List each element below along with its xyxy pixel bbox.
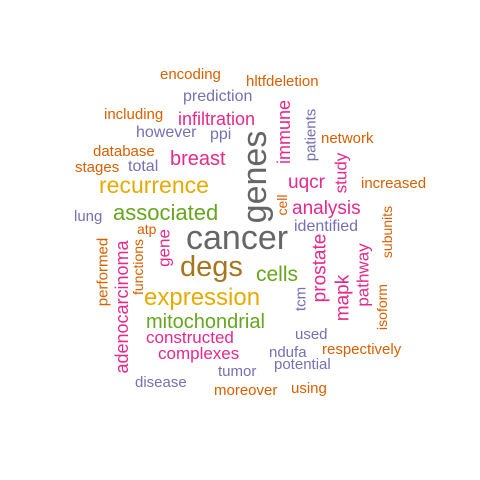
word-study: study: [331, 152, 351, 194]
word-tcm: tcm: [292, 286, 310, 312]
word-immune: immune: [274, 99, 294, 165]
word-breast: breast: [170, 148, 226, 170]
word-ndufa: ndufa: [269, 344, 307, 361]
word-encoding: encoding: [160, 66, 221, 83]
word-gene: gene: [154, 229, 174, 267]
word-expression: expression: [144, 284, 261, 311]
word-potential: potential: [274, 356, 331, 373]
word-total: total: [128, 158, 159, 175]
word-stages: stages: [75, 159, 120, 176]
word-mapk: mapk: [332, 274, 354, 322]
word-moreover: moreover: [214, 382, 278, 399]
word-constructed: constructed: [146, 328, 234, 347]
word-mitochondrial: mitochondrial: [146, 311, 265, 333]
word-including: including: [104, 106, 164, 123]
word-recurrence: recurrence: [99, 172, 209, 198]
word-used: used: [295, 326, 328, 343]
word-infiltration: infiltration: [178, 109, 256, 129]
word-prediction: prediction: [183, 88, 253, 105]
word-respectively: respectively: [322, 341, 402, 358]
word-prostate: prostate: [309, 233, 331, 303]
word-network: network: [321, 130, 374, 147]
word-hltfdeletion: hltfdeletion: [246, 73, 319, 90]
word-isoform: isoform: [374, 284, 390, 330]
word-functions: functions: [130, 238, 146, 296]
word-disease: disease: [135, 374, 187, 391]
word-analysis: analysis: [292, 198, 361, 219]
word-increased: increased: [361, 175, 427, 192]
word-subunits: subunits: [379, 205, 395, 259]
word-associated: associated: [113, 200, 219, 225]
word-pathway: pathway: [353, 243, 373, 307]
word-degs: degs: [180, 251, 243, 283]
word-patients: patients: [302, 108, 320, 162]
word-adenocarcinoma: adenocarcinoma: [112, 240, 132, 374]
word-using: using: [291, 380, 327, 397]
word-cells: cells: [256, 263, 299, 286]
word-identified: identified: [294, 218, 359, 235]
word-uqcr: uqcr: [288, 172, 325, 193]
word-cancer: cancer: [186, 219, 289, 257]
word-performed: performed: [94, 237, 112, 307]
word-cell: cell: [274, 194, 290, 216]
word-tumor: tumor: [218, 363, 257, 380]
word-lung: lung: [74, 208, 103, 225]
word-ppi: ppi: [210, 126, 232, 143]
word-genes: genes: [236, 130, 274, 224]
word-however: however: [136, 124, 197, 141]
word-atp: atp: [137, 221, 157, 237]
word-database: database: [93, 143, 155, 160]
word-complexes: complexes: [158, 344, 240, 363]
